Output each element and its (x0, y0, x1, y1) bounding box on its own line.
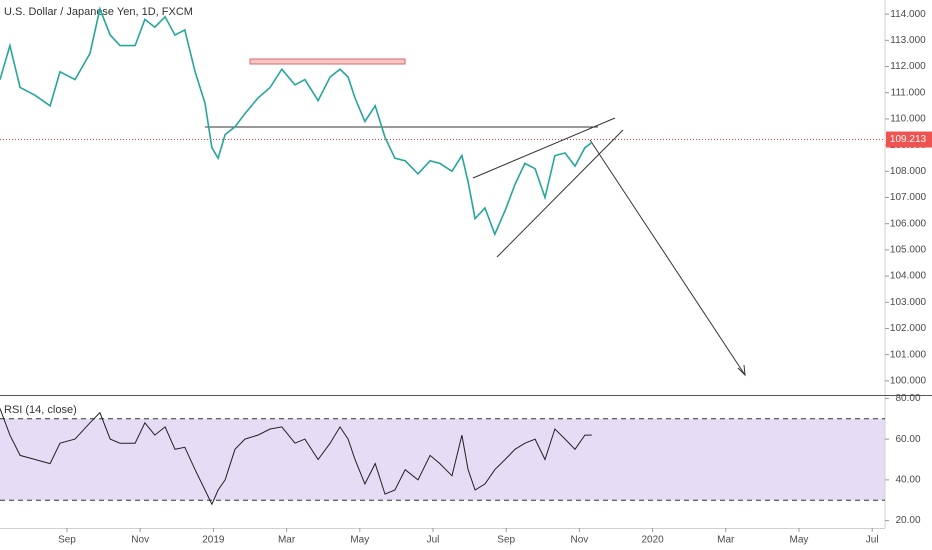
x-tick-label: May (790, 535, 809, 546)
target-arrow (589, 139, 746, 376)
y-tick-label: 102.000 (890, 323, 927, 334)
y-tick-label: 107.000 (890, 192, 927, 203)
y-tick-label: 114.000 (890, 9, 926, 20)
y-tick-label: 111.000 (891, 87, 926, 98)
y-tick-label: 40.00 (895, 475, 920, 486)
x-tick-label: Sep (497, 535, 515, 546)
last-price-label: 109.213 (890, 134, 927, 145)
y-tick-label: 105.000 (890, 245, 927, 256)
y-tick-label: 60.00 (895, 434, 920, 445)
x-tick-label: Jul (866, 535, 879, 546)
wedge-lower (496, 129, 624, 258)
y-tick-label: 100.000 (890, 375, 927, 386)
x-tick-label: 2020 (641, 535, 664, 546)
last-price-box (886, 131, 932, 148)
series-line (0, 6, 593, 237)
y-tick-label: 112.000 (890, 61, 926, 72)
wedge-upper (472, 117, 616, 179)
x-tick-label: Sep (58, 535, 76, 546)
y-tick-label: 108.000 (890, 166, 927, 177)
drawings (205, 58, 746, 377)
y-tick-label: 104.000 (890, 271, 927, 282)
y-tick-label: 101.000 (890, 349, 927, 360)
series-line (0, 408, 592, 506)
resistance-zone (249, 58, 406, 65)
x-tick-label: Mar (278, 535, 296, 546)
y-tick-label: 80.00 (895, 393, 920, 404)
x-tick-label: Nov (131, 535, 149, 546)
y-tick-label: 20.00 (895, 515, 920, 526)
indicator-title: RSI (14, close) (4, 404, 77, 416)
y-tick-label: 106.000 (890, 218, 927, 229)
x-tick-label: May (350, 535, 369, 546)
y-tick-label: 110.000 (890, 114, 926, 125)
x-tick-label: Nov (570, 535, 588, 546)
rsi-band (0, 418, 885, 501)
x-tick-label: 2019 (202, 535, 225, 546)
y-tick-label: 113.000 (890, 35, 926, 46)
x-tick-label: Mar (717, 535, 735, 546)
x-tick-label: Jul (427, 535, 440, 546)
arrow-head (737, 364, 746, 377)
y-tick-label: 103.000 (890, 297, 927, 308)
